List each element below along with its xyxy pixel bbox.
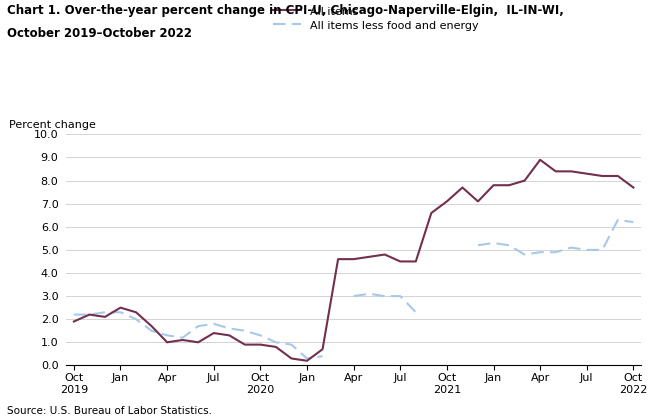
- All items: [552, 169, 560, 174]
- All items: [412, 259, 420, 264]
- All items: [474, 199, 482, 204]
- All items: [521, 178, 529, 183]
- All items: [505, 183, 513, 188]
- All items: [272, 344, 280, 349]
- All items less food and energy: [272, 340, 280, 345]
- All items: [490, 183, 498, 188]
- All items: [334, 257, 342, 262]
- Text: Percent change: Percent change: [9, 120, 95, 130]
- All items: [428, 210, 436, 215]
- All items: [241, 342, 249, 347]
- All items less food and energy: [70, 312, 78, 317]
- All items less food and energy: [85, 312, 93, 317]
- Text: Source: U.S. Bureau of Labor Statistics.: Source: U.S. Bureau of Labor Statistics.: [7, 406, 212, 416]
- All items: [614, 173, 622, 178]
- All items: [194, 340, 202, 345]
- All items: [381, 252, 389, 257]
- All items: [598, 173, 606, 178]
- Legend: All items, All items less food and energy: All items, All items less food and energ…: [273, 6, 478, 31]
- All items: [288, 356, 295, 361]
- All items less food and energy: [194, 323, 202, 328]
- All items: [132, 310, 140, 315]
- All items: [397, 259, 405, 264]
- All items: [303, 358, 311, 363]
- All items less food and energy: [132, 317, 140, 322]
- Line: All items less food and energy: All items less food and energy: [74, 312, 323, 358]
- All items less food and energy: [163, 333, 171, 338]
- All items: [443, 199, 451, 204]
- All items: [163, 340, 171, 345]
- All items less food and energy: [319, 354, 327, 359]
- All items less food and energy: [303, 356, 311, 361]
- All items: [147, 323, 155, 328]
- All items: [101, 314, 109, 319]
- All items: [629, 185, 637, 190]
- All items: [210, 331, 217, 336]
- All items: [366, 254, 373, 259]
- All items less food and energy: [288, 342, 295, 347]
- All items: [178, 338, 186, 343]
- All items: [350, 257, 358, 262]
- All items less food and energy: [101, 310, 109, 315]
- All items: [85, 312, 93, 317]
- All items: [70, 319, 78, 324]
- All items less food and energy: [241, 328, 249, 333]
- All items: [583, 171, 591, 176]
- All items: [567, 169, 575, 174]
- All items less food and energy: [178, 335, 186, 340]
- All items less food and energy: [147, 328, 155, 333]
- Line: All items: All items: [74, 160, 633, 361]
- All items: [536, 157, 544, 162]
- All items: [319, 346, 327, 352]
- All items less food and energy: [256, 333, 264, 338]
- All items less food and energy: [225, 326, 233, 331]
- All items less food and energy: [116, 310, 124, 315]
- All items less food and energy: [210, 321, 217, 326]
- All items: [225, 333, 233, 338]
- All items: [459, 185, 467, 190]
- All items: [256, 342, 264, 347]
- Text: Chart 1. Over-the-year percent change in CPI-U, Chicago-Naperville-Elgin,  IL-IN: Chart 1. Over-the-year percent change in…: [7, 4, 563, 17]
- All items: [116, 305, 124, 310]
- Text: October 2019–October 2022: October 2019–October 2022: [7, 27, 192, 40]
